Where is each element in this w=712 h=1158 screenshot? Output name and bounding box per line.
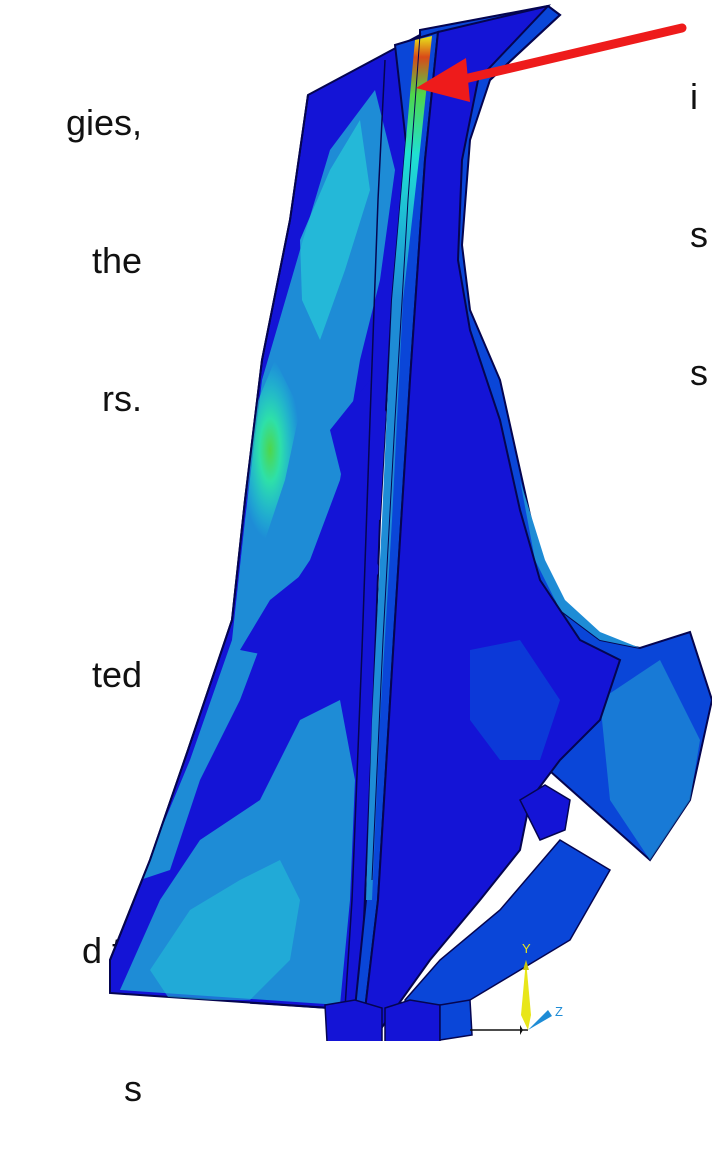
fillet-line <box>344 59 386 1009</box>
y-axis-tip <box>523 960 529 970</box>
base-line <box>249 1002 326 1009</box>
stress-hotspot-green <box>240 360 300 540</box>
stress-region-deep-blue <box>240 520 380 660</box>
right-text-line: i <box>690 76 698 117</box>
crease-line <box>371 34 421 881</box>
y-axis-arrow <box>521 960 531 1030</box>
left-text-line: the <box>91 240 142 281</box>
left-text-line: s <box>124 1068 142 1109</box>
left-face <box>109 33 422 1012</box>
left-text-line: rs. <box>102 378 142 419</box>
left-text-line: ted <box>91 654 142 695</box>
callout-arrow <box>416 23 687 102</box>
arrow-head <box>416 58 470 102</box>
base-blocks <box>249 784 612 1041</box>
left-outline <box>109 94 309 993</box>
arrow-shaft <box>455 23 687 85</box>
fea-stress-contour-model: Y Z <box>109 4 712 1041</box>
stress-peak-strip <box>392 36 432 300</box>
base-block-left <box>324 999 383 1041</box>
right-text-block: i s s <box>690 0 710 442</box>
y-axis-label: Y <box>522 941 531 956</box>
left-text-line: gies, <box>65 102 142 143</box>
stress-region-cyan-upper <box>300 120 370 340</box>
base-block-mid <box>384 999 441 1041</box>
z-axis-arrow <box>528 1010 552 1030</box>
base-block-right <box>439 999 473 1041</box>
flange-lower-region <box>600 660 700 860</box>
right-text-line: s <box>690 214 708 255</box>
top-edge <box>489 5 562 81</box>
right-face-base <box>363 4 622 1032</box>
model-edges <box>109 5 562 1009</box>
right-face-medium-region <box>470 640 560 760</box>
axis-triad: Y Z <box>470 941 563 1035</box>
x-axis-arrow <box>520 1025 523 1035</box>
flange-edge-highlight <box>520 480 640 648</box>
stress-region-deep-blue-mid <box>330 380 390 520</box>
right-text-line: s <box>690 352 708 393</box>
stress-region-lower-cyan <box>150 860 300 1000</box>
right-face <box>363 4 622 1032</box>
z-axis-label: Z <box>555 1004 563 1019</box>
small-block <box>519 784 571 841</box>
